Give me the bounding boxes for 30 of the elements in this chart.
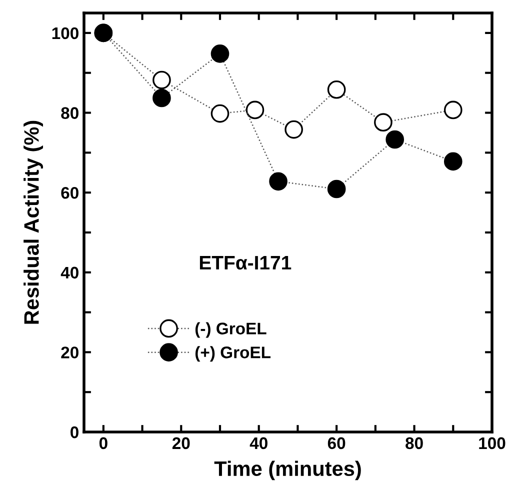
y-tick-label: 20 <box>61 346 78 358</box>
point <box>386 130 404 149</box>
x-tick-label: 60 <box>328 437 346 450</box>
x-tick-label: 80 <box>406 437 423 450</box>
y-tick-label: 80 <box>61 107 78 119</box>
y-tick-label: 0 <box>70 426 78 438</box>
y-tick-label: 40 <box>60 266 78 279</box>
point <box>152 88 171 108</box>
legend-label: (+) GroEL <box>195 346 271 362</box>
point <box>152 70 171 90</box>
x-tick-label: 20 <box>172 437 190 450</box>
point <box>210 104 230 123</box>
point <box>284 120 303 139</box>
point <box>210 44 230 63</box>
legend-label: (-) GroEL <box>195 322 266 338</box>
point <box>444 100 462 120</box>
point <box>327 180 346 198</box>
x-tick-label: 100 <box>479 437 506 450</box>
annotation: ETFα-I171 <box>200 256 292 270</box>
point <box>246 100 264 120</box>
x-tick-label: 0 <box>99 437 108 450</box>
y-tick-label: 100 <box>52 27 78 40</box>
point <box>327 80 346 99</box>
point <box>374 113 392 132</box>
point <box>269 172 288 191</box>
y-tick-label: 60 <box>61 186 78 199</box>
x-tick-label: 40 <box>250 437 268 450</box>
y-axis-title: Residual Activity (%) <box>24 120 43 324</box>
x-axis-title: Time (minutes) <box>214 460 361 480</box>
point <box>444 152 462 171</box>
